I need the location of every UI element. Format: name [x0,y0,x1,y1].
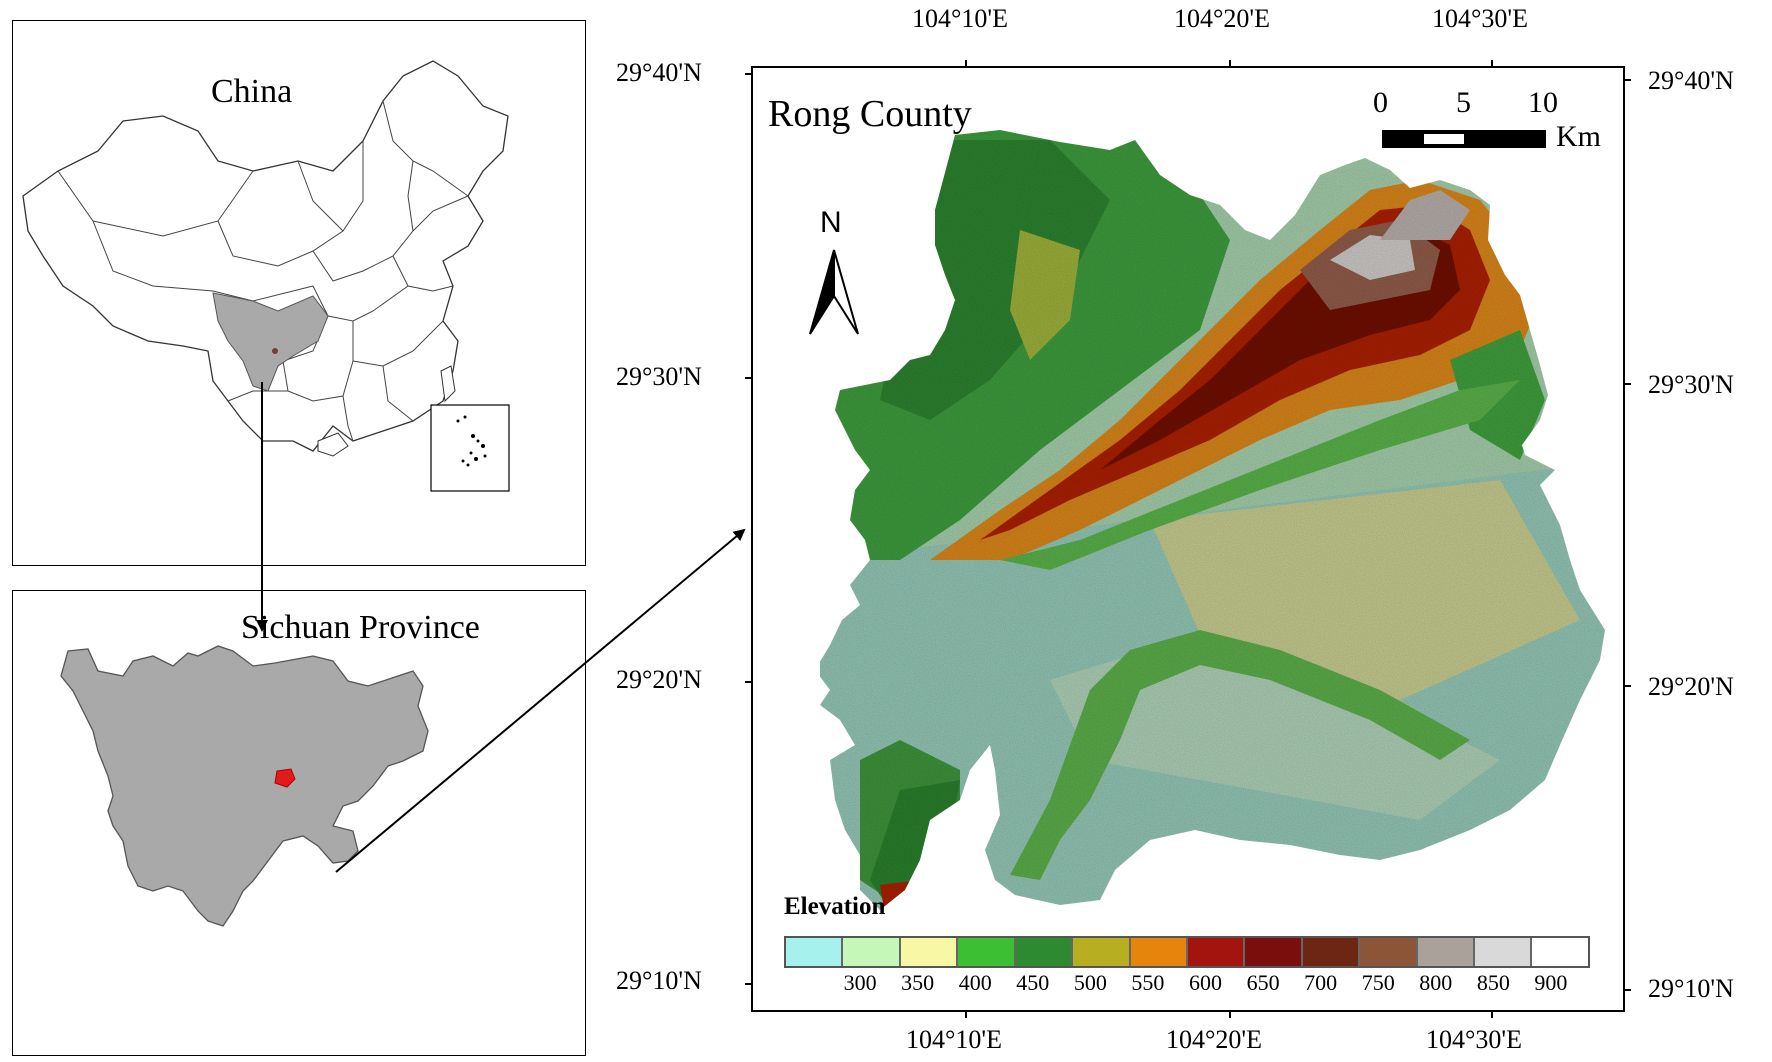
sichuan-shape [60,645,429,927]
legend-label: 600 [1189,970,1222,995]
taiwan-island [440,365,456,403]
south-china-sea-inset [430,404,510,492]
hainan-island [317,432,349,457]
bottom-lon-label: 104°30'E [1426,1025,1522,1054]
legend-label: 900 [1534,970,1568,995]
china-map [22,60,510,492]
right-lat-label: 29°20'N [1648,672,1734,701]
legend-swatch [1302,938,1361,966]
sichuan-title: Sichuan Province [241,609,480,646]
right-lat-label: 29°10'N [1648,974,1734,1003]
legend-label: 350 [901,970,935,995]
bottom-lon-label: 104°20'E [1166,1025,1262,1054]
legend-swatch [1245,938,1303,966]
top-lon-label: 104°20'E [1174,4,1270,33]
arrow-sichuan-to-county [335,528,746,873]
rong-county-dot [272,348,278,354]
sichuan-panel: Sichuan Province [12,590,586,1056]
right-lat-label: 29°30'N [1648,370,1734,399]
top-lon-label: 104°30'E [1432,4,1528,33]
sichuan-map [60,645,429,927]
legend-label: 750 [1361,970,1395,995]
legend-swatch [1073,938,1131,966]
legend-swatch [1360,938,1418,966]
rong-county-marker [274,768,296,788]
legend-label: 450 [1016,970,1050,995]
legend-label: 500 [1073,970,1107,995]
legend-label: 700 [1304,970,1338,995]
china-title: China [211,73,293,110]
legend-label: 650 [1246,970,1280,995]
left-lat-label: 29°20'N [616,665,702,694]
legend-swatch [1187,938,1246,966]
county-title: Rong County [768,93,972,135]
legend-label: 850 [1476,970,1510,995]
scale-label-5: 5 [1456,86,1471,119]
legend-label: 800 [1419,970,1453,995]
legend-swatch [1475,938,1533,966]
legend-swatch [900,938,959,966]
sichuan-highlight [212,292,329,392]
legend-title: Elevation [784,893,886,920]
legend-label: 550 [1131,970,1165,995]
left-lat-label: 29°40'N [616,58,702,87]
legend-swatch [1417,938,1476,966]
legend-swatch [1015,938,1074,966]
scale-label-10: 10 [1528,86,1558,119]
legend-labels: 300 350 400 450 500 550 600 650 700 750 800 850 900 [784,970,1590,1002]
north-label: N [820,206,842,239]
legend-swatch [1130,938,1188,966]
scale-label-0: 0 [1373,86,1388,119]
legend-swatch [1532,938,1588,966]
inset-islands [456,415,487,467]
left-lat-label: 29°30'N [616,362,702,391]
bottom-lon-label: 104°10'E [906,1025,1002,1054]
right-lat-label: 29°40'N [1648,66,1734,95]
left-lat-label: 29°10'N [616,966,702,995]
scale-unit: Km [1556,120,1601,153]
legend-colorbar [784,936,1590,968]
china-panel: China [12,20,586,566]
top-lon-label: 104°10'E [912,4,1008,33]
legend-label: 300 [843,970,877,995]
legend-swatch [843,938,901,966]
legend-swatch [786,938,844,966]
legend-swatch [958,938,1016,966]
legend-label: 400 [958,970,992,995]
